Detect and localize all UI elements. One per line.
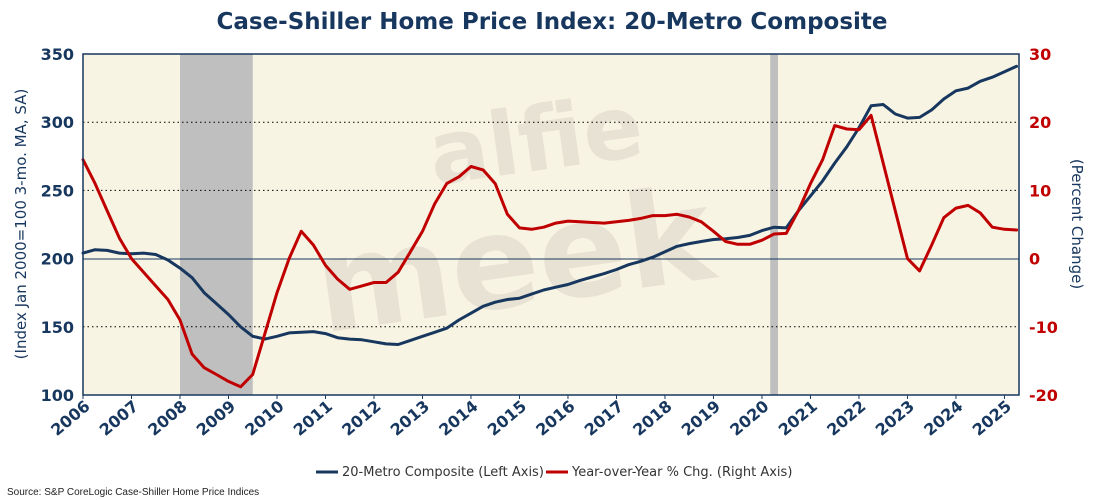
x-tick-label: 2019 bbox=[678, 397, 724, 440]
series-lines bbox=[81, 64, 1019, 389]
left-axis-label: (Index Jan 2000=100 3-mo. MA, SA) bbox=[12, 89, 30, 360]
x-tick-label: 2020 bbox=[726, 397, 772, 440]
x-tick-label: 2014 bbox=[435, 397, 481, 440]
legend-item-composite: 20-Metro Composite (Left Axis) bbox=[316, 465, 544, 480]
x-tick-label: 2007 bbox=[96, 397, 142, 440]
recession-bands bbox=[179, 54, 778, 395]
x-tick-label: 2009 bbox=[193, 397, 239, 440]
left-tick-label: 150 bbox=[41, 318, 74, 337]
left-axis-ticks: 100 150 200 250 300 350 bbox=[41, 45, 74, 405]
source-note: Source: S&P CoreLogic Case-Shiller Home … bbox=[7, 487, 259, 498]
legend: 20-Metro Composite (Left Axis) Year-over… bbox=[316, 465, 792, 480]
plot-border bbox=[82, 53, 1020, 396]
chart-title: Case-Shiller Home Price Index: 20-Metro … bbox=[216, 9, 887, 35]
x-tick-label: 2021 bbox=[775, 397, 821, 440]
legend-label-composite: 20-Metro Composite (Left Axis) bbox=[342, 465, 544, 480]
legend-item-yoy: Year-over-Year % Chg. (Right Axis) bbox=[546, 465, 792, 480]
plot-area: alfie meek bbox=[81, 53, 1020, 396]
right-axis-label: (Percent Change) bbox=[1068, 159, 1086, 289]
left-tick-label: 100 bbox=[41, 386, 74, 405]
left-tick-label: 350 bbox=[41, 45, 74, 64]
legend-label-yoy: Year-over-Year % Chg. (Right Axis) bbox=[571, 465, 792, 480]
x-tick-label: 2024 bbox=[920, 397, 966, 440]
right-tick-label: 30 bbox=[1029, 45, 1051, 64]
right-tick-label: 20 bbox=[1029, 113, 1051, 132]
right-tick-label: -10 bbox=[1029, 318, 1058, 337]
right-tick-label: 0 bbox=[1029, 250, 1040, 269]
x-tick-label: 2015 bbox=[484, 397, 530, 440]
series-line-composite bbox=[81, 64, 1019, 346]
x-tick-label: 2018 bbox=[629, 397, 675, 440]
left-tick-label: 300 bbox=[41, 113, 74, 132]
x-axis-ticks: 2006 2007 2008 2009 2010 2011 2012 2013 2014 2015… bbox=[47, 395, 1015, 440]
recession-band bbox=[770, 54, 778, 395]
x-tick-label: 2011 bbox=[290, 397, 336, 440]
x-tick-label: 2022 bbox=[823, 397, 869, 440]
left-tick-label: 250 bbox=[41, 181, 74, 200]
x-tick-label: 2013 bbox=[387, 397, 433, 440]
series-line-yoy bbox=[81, 113, 1019, 389]
right-tick-label: 10 bbox=[1029, 181, 1051, 200]
right-tick-label: -20 bbox=[1029, 386, 1058, 405]
x-tick-label: 2017 bbox=[581, 397, 627, 440]
x-tick-label: 2025 bbox=[969, 397, 1015, 440]
x-tick-label: 2008 bbox=[144, 397, 190, 440]
x-tick-label: 2023 bbox=[872, 397, 918, 440]
recession-band bbox=[179, 54, 253, 395]
left-tick-label: 200 bbox=[41, 250, 74, 269]
x-tick-label: 2012 bbox=[338, 397, 384, 440]
x-tick-label: 2010 bbox=[241, 397, 287, 440]
x-tick-label: 2016 bbox=[532, 397, 578, 440]
right-axis-ticks: -20 -10 0 10 20 30 bbox=[1029, 45, 1058, 405]
